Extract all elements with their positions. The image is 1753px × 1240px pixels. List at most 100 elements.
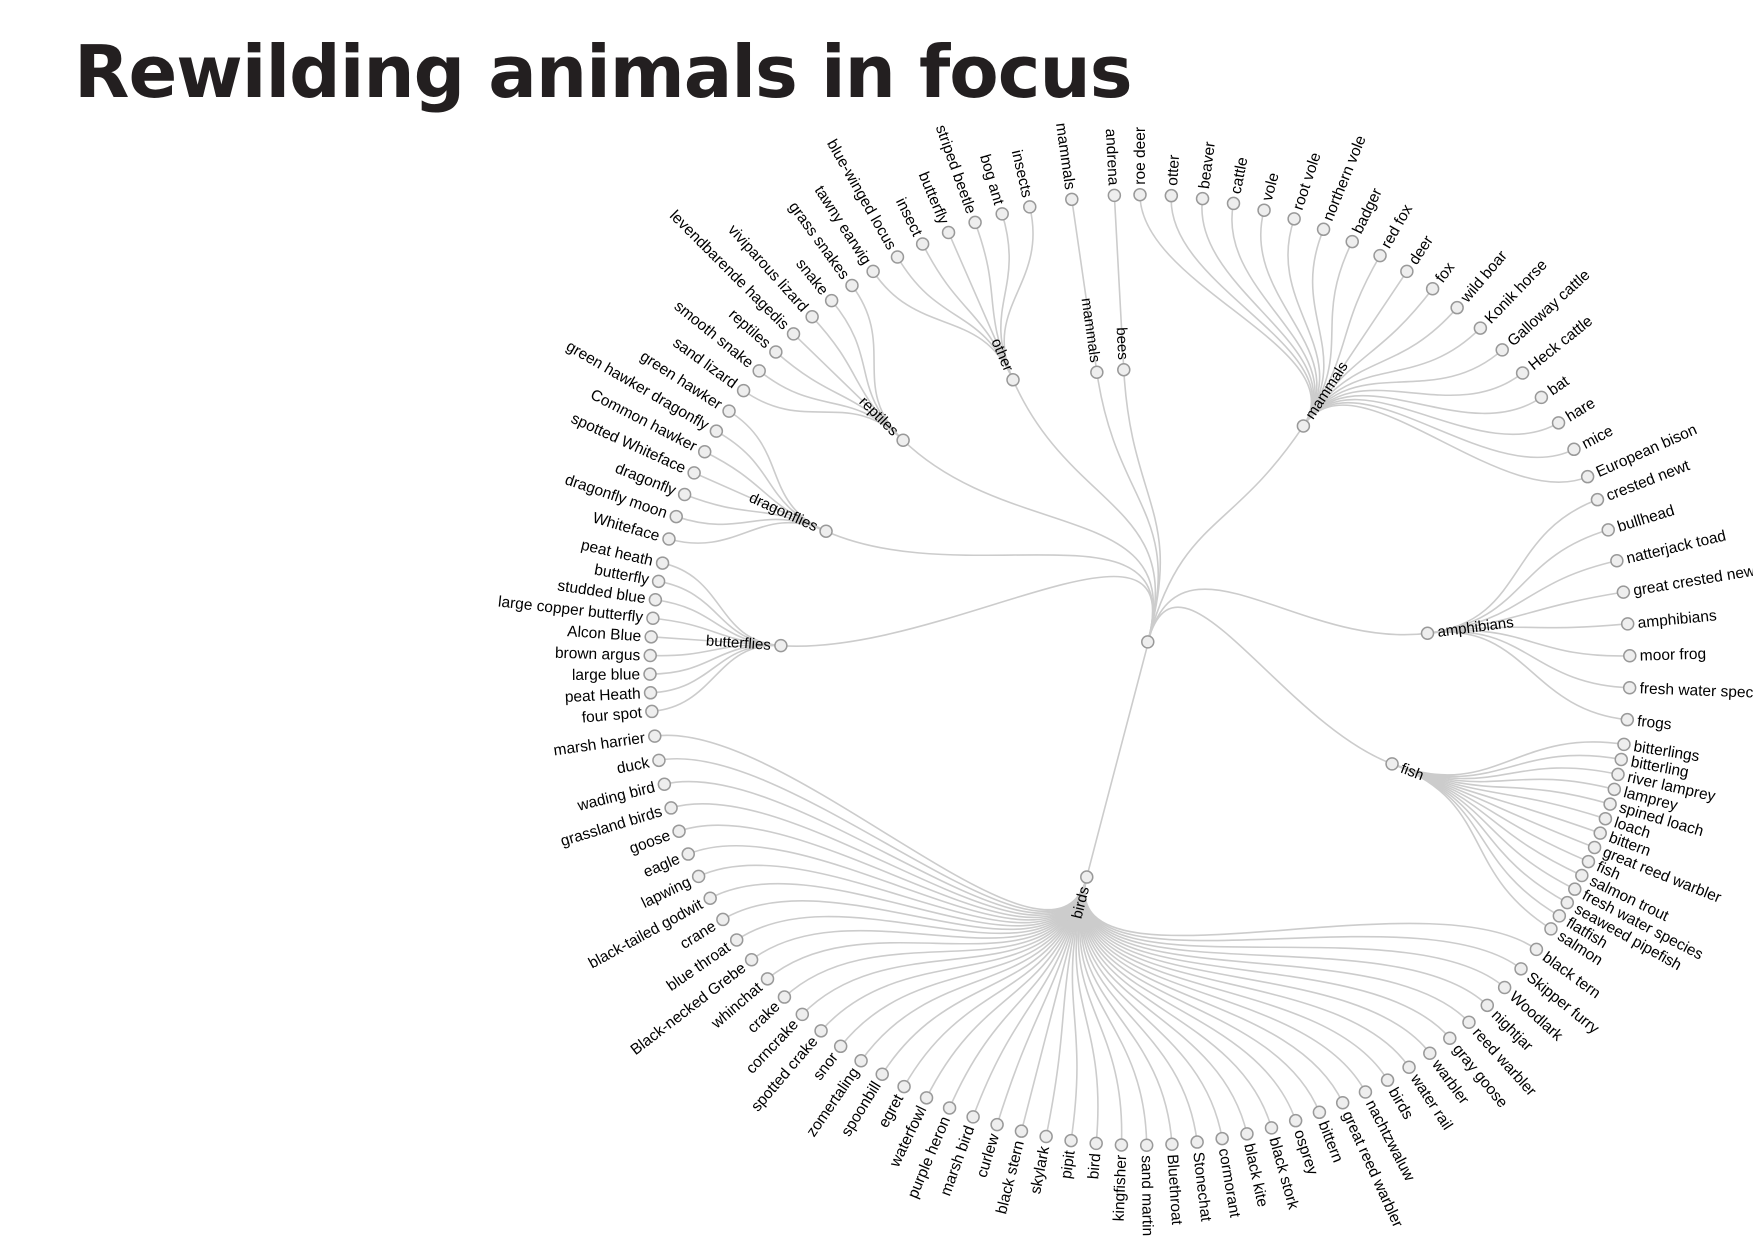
- leaf-node-2-3-marker[interactable]: [1607, 782, 1622, 797]
- leaf-node-3-38-marker[interactable]: [716, 912, 730, 927]
- leaf-node-4-1-marker[interactable]: [643, 686, 658, 700]
- leaf-node-3-27-marker[interactable]: [919, 1091, 934, 1105]
- leaf-node-3-20-marker[interactable]: [1089, 1136, 1103, 1151]
- leaf-node-0-9-marker[interactable]: [1400, 264, 1414, 279]
- leaf-node-3-14-marker[interactable]: [1240, 1127, 1254, 1141]
- leaf-node-1-5[interactable]: moor frog: [1623, 646, 1707, 665]
- leaf-node-3-23-marker[interactable]: [1014, 1124, 1029, 1138]
- leaf-node-4-4[interactable]: Alcon Blue: [567, 623, 658, 645]
- group-node-9[interactable]: bees: [1113, 327, 1132, 377]
- leaf-node-3-17[interactable]: Bluethroat: [1164, 1137, 1186, 1226]
- leaf-node-4-0-marker[interactable]: [645, 704, 659, 719]
- leaf-node-0-14-marker[interactable]: [1515, 366, 1530, 380]
- group-node-9-marker[interactable]: [1117, 362, 1131, 377]
- leaf-node-1-2[interactable]: natterjack toad: [1610, 527, 1728, 568]
- leaf-node-2-9-marker[interactable]: [1575, 868, 1589, 883]
- root-node-marker[interactable]: [1141, 635, 1155, 649]
- leaf-node-9-0[interactable]: andrena: [1102, 128, 1122, 203]
- leaf-node-3-45[interactable]: duck: [615, 753, 666, 777]
- leaf-node-5-2-marker[interactable]: [677, 487, 692, 502]
- leaf-node-2-5-marker[interactable]: [1598, 811, 1613, 826]
- leaf-node-3-45-marker[interactable]: [652, 753, 666, 768]
- leaf-node-3-16[interactable]: Stonechat: [1189, 1135, 1214, 1223]
- leaf-node-2-0-marker[interactable]: [1617, 737, 1631, 752]
- leaf-node-1-1[interactable]: bullhead: [1601, 502, 1676, 537]
- leaf-node-0-1[interactable]: otter: [1164, 154, 1183, 203]
- leaf-node-3-8-marker[interactable]: [1380, 1073, 1395, 1087]
- leaf-node-4-3[interactable]: brown argus: [555, 645, 657, 665]
- group-node-4-marker[interactable]: [774, 638, 788, 653]
- leaf-node-1-6[interactable]: fresh water species: [1622, 680, 1753, 702]
- leaf-node-1-7-marker[interactable]: [1620, 712, 1635, 727]
- leaf-node-0-5[interactable]: root vole: [1287, 150, 1325, 226]
- leaf-node-9-0-marker[interactable]: [1107, 188, 1122, 203]
- leaf-node-0-9[interactable]: deer: [1400, 233, 1437, 279]
- leaf-node-0-0[interactable]: roe deer: [1132, 127, 1149, 202]
- leaf-node-3-2-marker[interactable]: [1497, 980, 1512, 995]
- leaf-node-3-1-marker[interactable]: [1514, 962, 1528, 976]
- leaf-node-6-5-marker[interactable]: [824, 293, 839, 308]
- leaf-node-0-1-marker[interactable]: [1164, 188, 1179, 203]
- leaf-node-4-8-marker[interactable]: [655, 556, 670, 570]
- leaf-node-8-0-marker[interactable]: [1065, 192, 1079, 207]
- leaf-node-2-4-marker[interactable]: [1603, 797, 1617, 811]
- leaf-node-3-35-marker[interactable]: [760, 972, 775, 986]
- leaf-node-7-0-marker[interactable]: [866, 264, 880, 279]
- leaf-node-3-19-marker[interactable]: [1114, 1138, 1129, 1152]
- group-node-0-marker[interactable]: [1296, 419, 1311, 433]
- leaf-node-3-25-marker[interactable]: [966, 1110, 980, 1124]
- leaf-node-0-11-marker[interactable]: [1450, 300, 1464, 315]
- leaf-node-3-30-marker[interactable]: [854, 1054, 868, 1068]
- leaf-node-3-33-marker[interactable]: [795, 1007, 810, 1022]
- leaf-node-0-8-marker[interactable]: [1373, 248, 1387, 263]
- leaf-node-3-3-marker[interactable]: [1480, 998, 1495, 1013]
- leaf-node-7-3-marker[interactable]: [941, 225, 956, 240]
- leaf-node-0-6-marker[interactable]: [1316, 222, 1331, 237]
- leaf-node-3-5-marker[interactable]: [1443, 1031, 1457, 1045]
- leaf-node-2-7-marker[interactable]: [1587, 840, 1602, 855]
- leaf-node-0-10-marker[interactable]: [1425, 282, 1440, 296]
- leaf-node-6-0-marker[interactable]: [736, 383, 751, 398]
- leaf-node-5-1-marker[interactable]: [669, 509, 683, 524]
- leaf-node-3-10-marker[interactable]: [1335, 1095, 1350, 1110]
- leaf-node-1-4[interactable]: amphibians: [1620, 607, 1718, 632]
- leaf-node-0-13-marker[interactable]: [1495, 343, 1509, 357]
- group-node-1[interactable]: amphibians: [1420, 614, 1515, 641]
- group-node-7[interactable]: other: [988, 336, 1020, 387]
- leaf-node-1-2-marker[interactable]: [1610, 554, 1624, 568]
- leaf-node-8-0[interactable]: mammals: [1052, 122, 1079, 207]
- leaf-node-3-7-marker[interactable]: [1402, 1060, 1416, 1074]
- leaf-node-5-3-marker[interactable]: [687, 466, 701, 480]
- leaf-node-5-4-marker[interactable]: [697, 445, 712, 459]
- leaf-node-3-46-marker[interactable]: [648, 729, 662, 743]
- leaf-node-0-2[interactable]: beaver: [1195, 141, 1219, 206]
- leaf-node-0-2-marker[interactable]: [1195, 191, 1210, 206]
- leaf-node-7-2-marker[interactable]: [915, 237, 930, 251]
- leaf-node-3-22[interactable]: skylark: [1027, 1129, 1053, 1195]
- leaf-node-3-44-marker[interactable]: [657, 777, 672, 792]
- leaf-node-5-6-marker[interactable]: [722, 404, 736, 418]
- leaf-node-0-0-marker[interactable]: [1133, 187, 1147, 202]
- leaf-node-5-0-marker[interactable]: [662, 532, 676, 546]
- leaf-node-3-6-marker[interactable]: [1423, 1046, 1437, 1060]
- leaf-node-0-3-marker[interactable]: [1226, 196, 1241, 211]
- leaf-node-1-7[interactable]: frogs: [1620, 712, 1673, 734]
- leaf-node-3-34-marker[interactable]: [777, 990, 792, 1004]
- leaf-node-4-6-marker[interactable]: [648, 592, 663, 607]
- leaf-node-4-0[interactable]: four spot: [581, 704, 659, 727]
- leaf-node-7-1-marker[interactable]: [890, 250, 905, 264]
- leaf-node-4-2-marker[interactable]: [643, 667, 657, 681]
- leaf-node-3-21[interactable]: pipit: [1058, 1133, 1079, 1180]
- leaf-node-2-13-marker[interactable]: [1544, 922, 1558, 936]
- leaf-node-3-26-marker[interactable]: [942, 1101, 957, 1115]
- leaf-node-3-16-marker[interactable]: [1190, 1135, 1204, 1149]
- leaf-node-3-13-marker[interactable]: [1264, 1121, 1279, 1135]
- leaf-node-7-5-marker[interactable]: [995, 207, 1009, 221]
- group-node-6[interactable]: reptiles: [856, 393, 910, 447]
- leaf-node-1-3-marker[interactable]: [1616, 585, 1631, 599]
- leaf-node-0-17-marker[interactable]: [1567, 442, 1581, 457]
- leaf-node-7-4-marker[interactable]: [968, 215, 982, 230]
- leaf-node-3-4-marker[interactable]: [1462, 1015, 1476, 1029]
- group-node-8[interactable]: mammals: [1078, 297, 1104, 379]
- leaf-node-3-24[interactable]: curlew: [974, 1117, 1004, 1180]
